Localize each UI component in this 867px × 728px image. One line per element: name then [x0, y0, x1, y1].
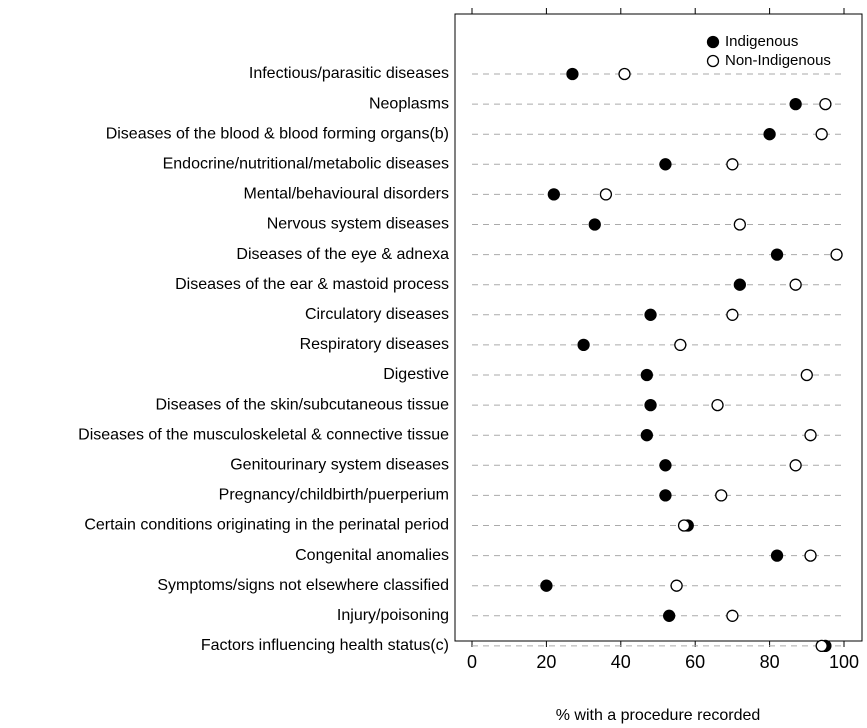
y-tick-label: Diseases of the skin/subcutaneous tissue — [156, 396, 450, 413]
dot — [577, 338, 590, 352]
dot — [733, 218, 746, 231]
y-tick-label: Infectious/parasitic diseases — [249, 65, 449, 82]
x-axis-label: % with a procedure recorded — [556, 707, 761, 724]
dot — [566, 67, 579, 81]
dot — [789, 278, 802, 291]
dot — [800, 368, 813, 382]
dot — [819, 97, 832, 111]
legend-label: Non-Indigenous — [725, 52, 831, 69]
y-tick-label: Genitourinary system diseases — [230, 457, 449, 474]
dot — [659, 459, 672, 472]
x-tick-label: 0 — [467, 652, 477, 672]
y-tick-label: Pregnancy/childbirth/puerperium — [219, 487, 449, 504]
y-tick-label: Endocrine/nutritional/metabolic diseases — [163, 156, 449, 173]
dot — [670, 579, 683, 592]
y-tick-label: Mental/behavioural disorders — [244, 186, 449, 203]
dot — [789, 97, 802, 111]
dot — [644, 308, 657, 321]
y-tick-label: Congenital anomalies — [295, 547, 449, 564]
y-tick-label: Certain conditions originating in the pe… — [84, 517, 449, 534]
dot — [770, 248, 784, 261]
legend-label: Indigenous — [725, 33, 798, 50]
dot — [770, 549, 784, 562]
y-tick-label: Diseases of the ear & mastoid process — [175, 276, 449, 293]
y-tick-label: Factors influencing health status(c) — [201, 637, 449, 654]
dot — [547, 188, 560, 201]
dot — [677, 519, 691, 532]
plot-frame — [454, 13, 863, 642]
y-tick-label: Diseases of the blood & blood forming or… — [106, 125, 449, 142]
y-tick-label: Nervous system diseases — [267, 216, 449, 233]
dot — [711, 398, 724, 412]
dot — [715, 489, 728, 502]
dot — [815, 128, 828, 141]
legend-marker — [706, 35, 720, 49]
dot — [804, 549, 817, 562]
dot — [663, 609, 676, 622]
legend-marker — [706, 54, 720, 68]
dot — [644, 398, 657, 412]
y-tick-label: Diseases of the eye & adnexa — [236, 246, 449, 263]
dot — [733, 278, 746, 291]
x-tick-label: 80 — [760, 652, 780, 672]
dot — [815, 639, 828, 653]
dot — [830, 248, 843, 261]
dot — [540, 579, 553, 592]
dot — [640, 368, 653, 382]
dot — [640, 429, 653, 442]
dot — [804, 429, 817, 442]
dot — [789, 459, 802, 472]
dot — [726, 609, 739, 622]
y-tick-label: Neoplasms — [369, 95, 449, 112]
y-tick-label: Injury/poisoning — [337, 607, 449, 624]
dot — [674, 338, 687, 352]
dot — [588, 218, 601, 231]
x-tick-label: 60 — [685, 652, 705, 672]
y-tick-label: Symptoms/signs not elsewhere classified — [157, 577, 449, 594]
dot — [726, 308, 739, 321]
dot — [618, 67, 631, 81]
y-tick-label: Diseases of the musculoskeletal & connec… — [78, 426, 449, 443]
y-tick-label: Circulatory diseases — [305, 306, 449, 323]
y-tick-label: Digestive — [383, 366, 449, 383]
dot — [726, 158, 739, 171]
y-tick-label: Respiratory diseases — [300, 336, 449, 353]
x-tick-label: 40 — [611, 652, 631, 672]
x-tick-label: 20 — [536, 652, 556, 672]
x-tick-label: 100 — [829, 652, 859, 672]
dot — [599, 188, 613, 201]
dot — [659, 489, 672, 502]
dot — [659, 158, 672, 171]
dot — [763, 128, 776, 141]
